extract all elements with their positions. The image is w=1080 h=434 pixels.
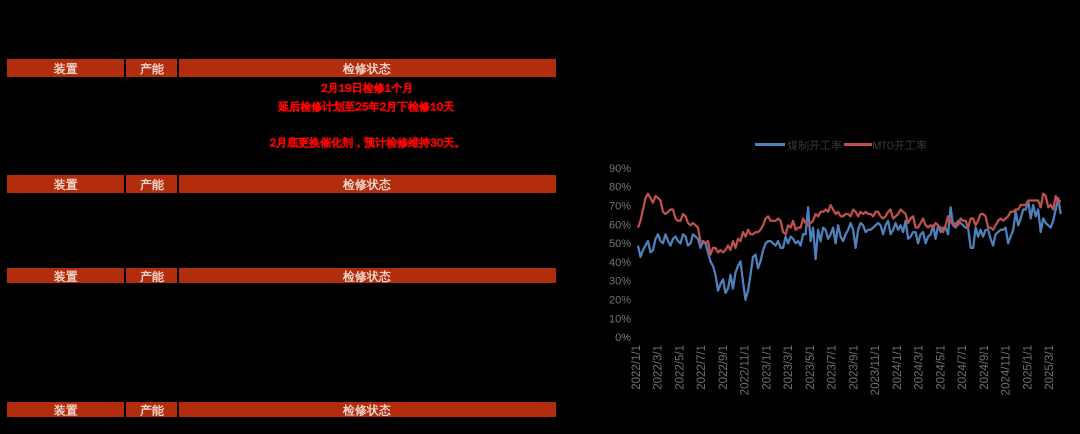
svg-text:2022/5/1: 2022/5/1 (674, 345, 686, 390)
svg-text:90%: 90% (609, 163, 631, 175)
svg-text:2023/1/1: 2023/1/1 (761, 345, 773, 390)
svg-text:30%: 30% (609, 276, 631, 288)
svg-text:2024/9/1: 2024/9/1 (979, 345, 991, 390)
svg-text:50%: 50% (609, 238, 631, 250)
svg-text:2022/11/1: 2022/11/1 (740, 345, 752, 395)
svg-text:80%: 80% (609, 182, 631, 194)
svg-text:2024/1/1: 2024/1/1 (892, 345, 904, 390)
svg-text:0%: 0% (615, 332, 631, 344)
svg-text:2024/11/1: 2024/11/1 (1001, 345, 1013, 395)
svg-text:2022/1/1: 2022/1/1 (631, 345, 643, 390)
svg-text:2024/7/1: 2024/7/1 (957, 345, 969, 390)
svg-text:2023/5/1: 2023/5/1 (805, 345, 817, 390)
svg-text:2023/9/1: 2023/9/1 (848, 345, 860, 390)
svg-text:2023/3/1: 2023/3/1 (783, 345, 795, 390)
svg-text:20%: 20% (609, 295, 631, 307)
svg-text:2025/3/1: 2025/3/1 (1044, 345, 1056, 390)
svg-text:60%: 60% (609, 219, 631, 231)
svg-text:2023/11/1: 2023/11/1 (870, 345, 882, 395)
svg-text:2025/1/1: 2025/1/1 (1022, 345, 1034, 390)
svg-text:2022/7/1: 2022/7/1 (696, 345, 708, 390)
svg-text:2023/7/1: 2023/7/1 (827, 345, 839, 390)
svg-text:40%: 40% (609, 257, 631, 269)
svg-text:2024/5/1: 2024/5/1 (935, 345, 947, 390)
svg-text:2022/3/1: 2022/3/1 (653, 345, 665, 390)
svg-text:10%: 10% (609, 313, 631, 325)
svg-text:2024/3/1: 2024/3/1 (914, 345, 926, 390)
svg-text:2022/9/1: 2022/9/1 (718, 345, 730, 390)
svg-text:70%: 70% (609, 201, 631, 213)
